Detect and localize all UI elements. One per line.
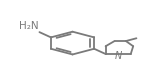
Text: H₂N: H₂N xyxy=(19,21,38,31)
Text: N: N xyxy=(115,51,122,61)
